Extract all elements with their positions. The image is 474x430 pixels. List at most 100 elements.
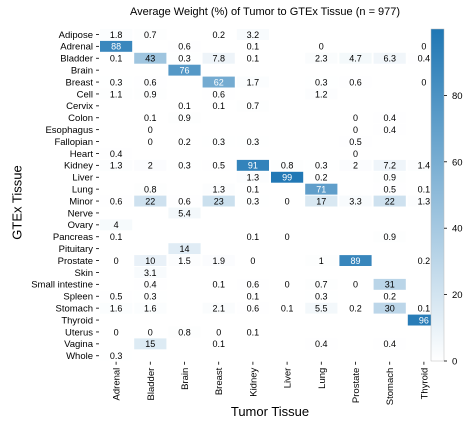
cell-value-label: 0	[114, 256, 119, 266]
cell-value-label: 1.5	[178, 256, 191, 266]
heatmap-cell	[168, 255, 201, 266]
cell-value-label: 0.3	[212, 137, 225, 147]
heatmap-cell	[271, 171, 304, 183]
chart-title: Average Weight (%) of Tumor to GTEx Tiss…	[129, 6, 401, 18]
heatmap-cell	[373, 302, 406, 314]
heatmap-cell	[168, 159, 201, 171]
heatmap-cell	[236, 290, 269, 302]
column-tick-label: Adrenal	[112, 368, 123, 401]
heatmap-cell	[100, 302, 133, 314]
heatmap-cell	[407, 40, 440, 52]
cell-value-label: 0	[353, 280, 358, 290]
heatmap-cell	[202, 136, 235, 147]
cell-value-label: 30	[385, 303, 395, 313]
cell-value-label: 5.4	[178, 208, 191, 218]
heatmap-cell	[168, 195, 201, 207]
heatmap-cell	[339, 148, 372, 159]
heatmap-cell	[134, 302, 167, 314]
cell-value-label: 6.3	[383, 54, 396, 64]
heatmap-cell	[373, 112, 406, 124]
column-tick-label: Thyroid	[419, 368, 430, 400]
heatmap-cell	[100, 350, 133, 362]
heatmap-cell	[134, 290, 167, 302]
cell-value-label: 0	[216, 327, 221, 337]
heatmap-cell	[168, 136, 201, 147]
column-tick-label: Brain	[180, 368, 191, 390]
cell-value-label: 4	[114, 220, 119, 230]
heatmap-cell	[373, 52, 406, 64]
heatmap-cell	[236, 171, 269, 183]
row-tick-label: Spleen	[63, 292, 93, 303]
cell-value-label: 2	[353, 161, 358, 171]
cell-value-label: 3.3	[349, 196, 362, 206]
cell-value-label: 2.3	[315, 54, 328, 64]
heatmap-cell	[407, 76, 440, 88]
cell-value-label: 31	[385, 280, 395, 290]
heatmap-cell	[407, 52, 440, 64]
cell-value-label: 22	[145, 196, 155, 206]
heatmap-cell	[134, 124, 167, 136]
heatmap-cell	[134, 255, 167, 266]
cell-value-label: 3.1	[144, 268, 157, 278]
heatmap-cell	[168, 112, 201, 124]
heatmap-cell	[168, 40, 201, 52]
heatmap-cell	[100, 231, 133, 243]
colorbar-tick-label: 20	[452, 290, 463, 301]
heatmap-cell	[339, 112, 372, 124]
colorbar-tick-label: 0	[452, 357, 457, 368]
heatmap-cell	[100, 290, 133, 302]
cell-value-label: 23	[214, 196, 224, 206]
cell-value-label: 3.2	[247, 30, 260, 40]
cell-value-label: 0.3	[315, 161, 328, 171]
cell-value-label: 0.9	[144, 89, 157, 99]
cell-value-label: 99	[282, 173, 292, 183]
cell-value-label: 0.4	[383, 339, 396, 349]
heatmap-cell	[134, 183, 167, 195]
heatmap-cell	[100, 148, 133, 159]
column-tick-label: Lung	[317, 368, 328, 389]
cell-value-label: 0	[148, 125, 153, 135]
heatmap-cell	[202, 100, 235, 112]
cell-value-label: 7.8	[212, 54, 225, 64]
cell-value-label: 17	[316, 196, 326, 206]
heatmap-cell	[134, 195, 167, 207]
cell-value-label: 1.1	[110, 89, 123, 99]
heatmap-cell	[134, 136, 167, 147]
cell-value-label: 0.3	[315, 292, 328, 302]
heatmap-cell	[407, 255, 440, 266]
heatmap-cell	[305, 255, 338, 266]
cell-value-label: 89	[350, 256, 360, 266]
row-tick-label: Small intestine	[31, 280, 93, 291]
heatmap-cell	[100, 29, 133, 40]
cell-value-label: 0.3	[144, 292, 157, 302]
cell-value-label: 4.7	[349, 54, 362, 64]
heatmap-cell	[134, 338, 167, 350]
row-tick-label: Skin	[75, 268, 93, 279]
row-tick-label: Kidney	[64, 161, 93, 172]
cell-value-label: 0	[148, 327, 153, 337]
heatmap-cell	[373, 171, 406, 183]
cell-value-label: 0	[353, 149, 358, 159]
heatmap-cell	[236, 52, 269, 64]
cell-value-label: 1.7	[247, 77, 260, 87]
heatmap-cell	[339, 278, 372, 290]
cell-value-label: 0	[353, 113, 358, 123]
cell-value-label: 0.6	[178, 196, 191, 206]
heatmap-cell	[168, 207, 201, 219]
cell-value-label: 0	[421, 77, 426, 87]
row-tick-label: Brain	[71, 65, 93, 76]
row-tick-label: Pancreas	[53, 232, 93, 243]
cell-value-label: 0.3	[178, 54, 191, 64]
cell-value-label: 0	[421, 42, 426, 52]
heatmap-cell	[202, 52, 235, 64]
cell-value-label: 0.4	[383, 125, 396, 135]
cell-value-label: 0.1	[247, 292, 260, 302]
cell-value-label: 43	[145, 54, 155, 64]
cell-value-label: 0.1	[110, 54, 123, 64]
heatmap-cell	[271, 231, 304, 243]
cell-value-label: 0.1	[281, 303, 294, 313]
cell-value-label: 0.3	[178, 161, 191, 171]
cell-value-label: 0.6	[110, 196, 123, 206]
heatmap-cell	[407, 302, 440, 314]
heatmap-cell	[305, 88, 338, 100]
